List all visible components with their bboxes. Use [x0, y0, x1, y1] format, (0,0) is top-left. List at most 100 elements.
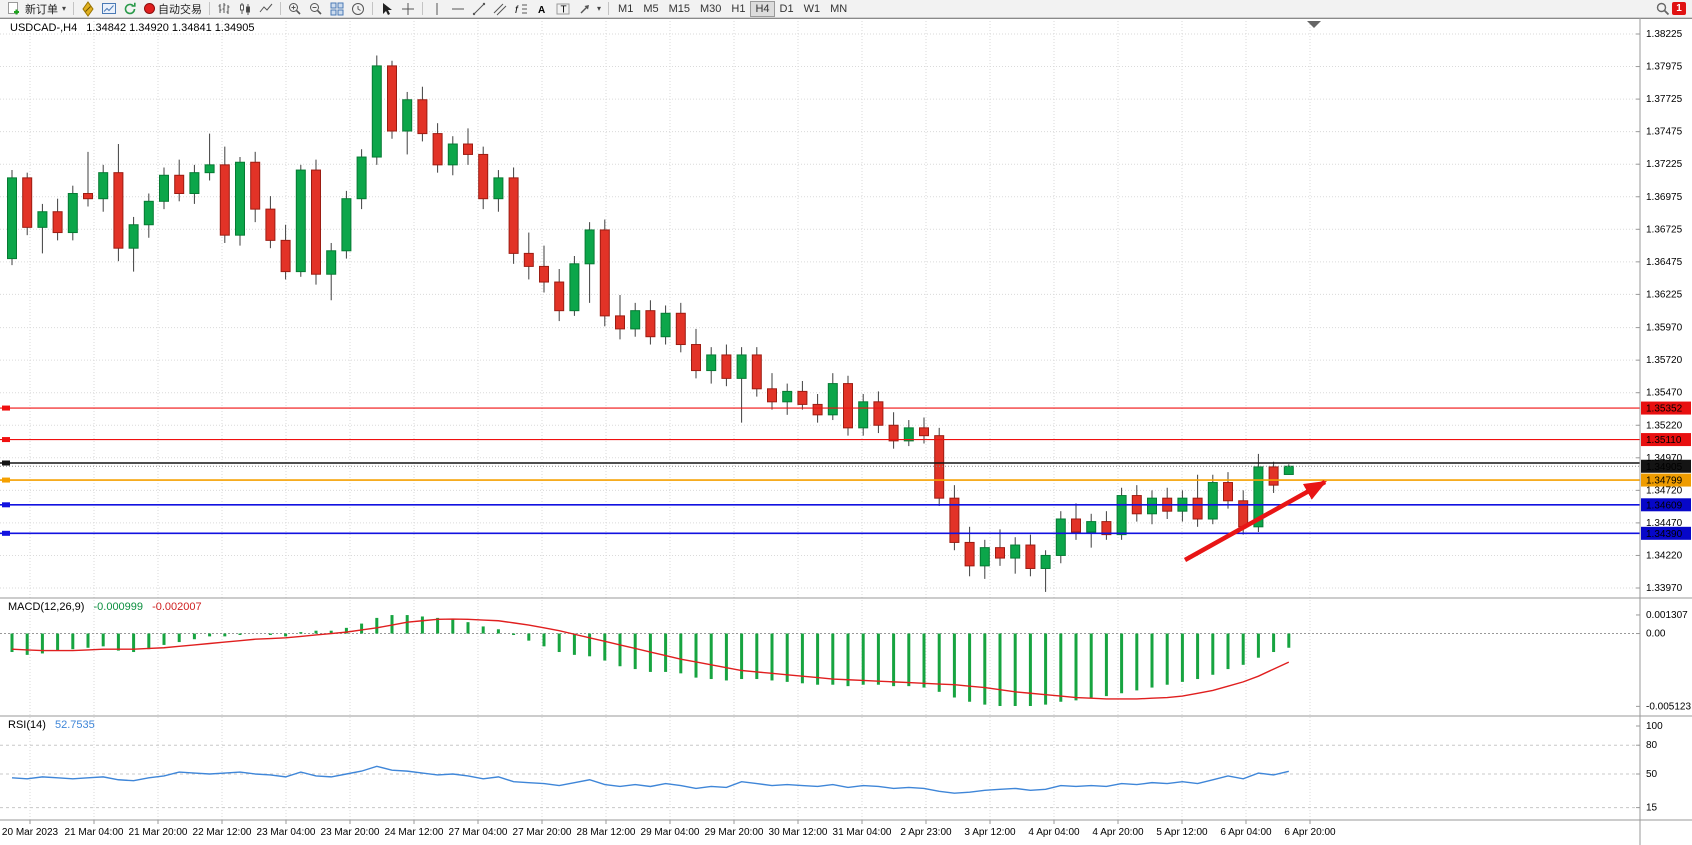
ohlc-bars-button[interactable]: [214, 1, 234, 17]
ohlc-bars-icon: [218, 2, 230, 14]
price-line[interactable]: [0, 405, 1640, 411]
notification-badge[interactable]: 1: [1672, 2, 1686, 15]
chart-shift-marker-icon[interactable]: [1307, 21, 1321, 28]
autotrade-button[interactable]: 自动交易: [141, 1, 205, 17]
svg-text:15: 15: [1646, 803, 1658, 814]
line-chart-button[interactable]: [256, 1, 276, 17]
candle: [615, 315, 625, 330]
svg-text:100: 100: [1646, 721, 1663, 732]
channel-button[interactable]: [490, 1, 510, 17]
svg-text:1.34720: 1.34720: [1646, 485, 1683, 496]
svg-text:4 Apr 04:00: 4 Apr 04:00: [1028, 827, 1080, 838]
chart-area[interactable]: 1.35352 1.35110 1.34905 1.34799 1.34609 1.343…: [0, 18, 1692, 845]
price-line[interactable]: [0, 477, 1640, 483]
trend-arrow[interactable]: [1183, 480, 1327, 562]
candle: [630, 310, 641, 330]
candles: [7, 55, 1294, 592]
price-tag: 1.34390: [1641, 526, 1691, 540]
candle: [843, 383, 853, 429]
chart-canvas[interactable]: 1.35352 1.35110 1.34905 1.34799 1.34609 1.343…: [0, 18, 1692, 845]
arrows-button[interactable]: ▾: [574, 1, 604, 17]
candle: [523, 252, 534, 267]
candle: [797, 390, 808, 405]
timeframe-D1[interactable]: D1: [775, 1, 799, 17]
timeframe-M1[interactable]: M1: [613, 1, 638, 17]
new-order-button[interactable]: 新订单 ▾: [3, 1, 69, 17]
svg-text:2 Apr 23:00: 2 Apr 23:00: [900, 827, 952, 838]
charts-button[interactable]: [99, 1, 119, 17]
toolbar-separator: [608, 2, 610, 15]
zoom-in-button[interactable]: [285, 1, 305, 17]
tile-windows-button[interactable]: [327, 1, 347, 17]
candle: [402, 99, 413, 132]
price-tag: 1.34609: [1641, 498, 1691, 512]
vertical-line-button[interactable]: [427, 1, 447, 17]
fibonacci-button[interactable]: f: [511, 1, 531, 17]
svg-text:1.36725: 1.36725: [1646, 224, 1683, 235]
timeframe-MN[interactable]: MN: [825, 1, 852, 17]
timeframe-M30[interactable]: M30: [695, 1, 726, 17]
navigator-button[interactable]: [78, 0, 98, 17]
period-button[interactable]: [348, 1, 368, 17]
candle: [1268, 466, 1279, 486]
candle: [98, 172, 109, 200]
svg-text:30 Mar 12:00: 30 Mar 12:00: [769, 827, 828, 838]
timeframe-M15[interactable]: M15: [664, 1, 695, 17]
zoom-out-button[interactable]: [306, 1, 326, 17]
candle: [52, 211, 63, 234]
time-axis[interactable]: 20 Mar 2023 21 Mar 04:00 21 Mar 20:00 22 Ma…: [2, 820, 1336, 838]
crosshair-icon: [402, 2, 415, 15]
trendline-button[interactable]: [469, 1, 489, 17]
toolbar-separator: [73, 2, 75, 15]
candle: [873, 401, 884, 426]
svg-text:1.36475: 1.36475: [1646, 257, 1683, 268]
candle: [113, 172, 124, 249]
candle: [1116, 495, 1127, 536]
candle: [964, 541, 975, 567]
svg-text:1.34799: 1.34799: [1646, 476, 1683, 487]
candle: [569, 263, 580, 312]
candle: [706, 354, 717, 372]
chart-title: USDCAD-,H4 1.34842 1.34920 1.34841 1.349…: [10, 22, 255, 34]
candle: [7, 177, 17, 260]
candle: [858, 401, 869, 429]
chart-window-icon: [102, 2, 117, 14]
clock-icon: [352, 2, 365, 15]
svg-text:5 Apr 12:00: 5 Apr 12:00: [1156, 827, 1208, 838]
timeframe-H4[interactable]: H4: [750, 0, 775, 17]
text-button[interactable]: A: [532, 1, 552, 17]
candle: [432, 133, 443, 166]
crosshair-button[interactable]: [398, 1, 418, 17]
timeframe-H1[interactable]: H1: [726, 1, 750, 17]
toolbar-separator: [422, 2, 424, 15]
text-label-icon: T: [556, 3, 570, 15]
cursor-button[interactable]: [377, 1, 397, 17]
svg-text:80: 80: [1646, 740, 1658, 751]
candle: [478, 153, 489, 200]
price-tag: 1.34905: [1641, 459, 1691, 473]
search-icon[interactable]: [1655, 1, 1671, 17]
price-line[interactable]: [0, 530, 1640, 536]
candle: [888, 424, 899, 442]
candlestick-button[interactable]: [235, 1, 255, 17]
channel-icon: [493, 3, 507, 15]
candle: [1086, 521, 1097, 533]
price-line[interactable]: [0, 460, 1640, 466]
refresh-button[interactable]: [120, 1, 140, 17]
svg-text:24 Mar 12:00: 24 Mar 12:00: [385, 827, 444, 838]
candle: [67, 192, 78, 234]
horizontal-line-button[interactable]: [448, 1, 468, 17]
svg-text:-0.005123: -0.005123: [1646, 701, 1691, 712]
candle: [554, 281, 565, 312]
text-label-button[interactable]: T: [553, 1, 573, 17]
candle: [463, 143, 473, 155]
candle: [1071, 518, 1081, 533]
price-line[interactable]: [0, 502, 1640, 508]
timeframe-W1[interactable]: W1: [799, 1, 826, 17]
timeframe-M5[interactable]: M5: [638, 1, 663, 17]
svg-text:1.35720: 1.35720: [1646, 355, 1683, 366]
ohlc-values: 1.34842 1.34920 1.34841 1.34905: [86, 22, 255, 34]
price-axis[interactable]: 1.38225 1.37975 1.37725 1.37475 1.37225 1.369…: [1636, 29, 1691, 814]
price-line[interactable]: [0, 437, 1640, 443]
candle: [159, 174, 169, 202]
